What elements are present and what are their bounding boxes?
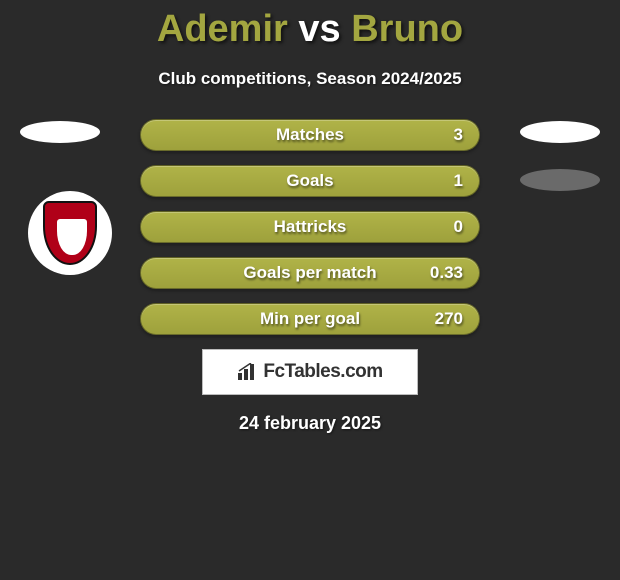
date: 24 february 2025 [0,413,620,434]
player1-slot-oval [20,121,100,143]
stat-value: 3 [454,125,463,145]
club-crest [28,191,112,275]
stat-bars: Matches 3 Goals 1 Hattricks 0 Goals per … [140,119,480,335]
stat-label: Goals [286,171,333,191]
stats-area: Matches 3 Goals 1 Hattricks 0 Goals per … [0,119,620,335]
stat-bar-hattricks: Hattricks 0 [140,211,480,243]
stat-label: Min per goal [260,309,360,329]
stat-bar-goals-per-match: Goals per match 0.33 [140,257,480,289]
player2-slot-oval-2 [520,169,600,191]
vs-label: vs [298,8,340,50]
crest-circle [28,191,112,275]
stat-label: Hattricks [274,217,347,237]
stat-label: Goals per match [243,263,376,283]
stat-label: Matches [276,125,344,145]
brand-box[interactable]: FcTables.com [202,349,418,395]
stat-bar-matches: Matches 3 [140,119,480,151]
stat-bar-min-per-goal: Min per goal 270 [140,303,480,335]
stat-value: 1 [454,171,463,191]
player2-slot-oval-1 [520,121,600,143]
comparison-title: Ademir vs Bruno [0,0,620,51]
brand-text: FcTables.com [263,361,382,383]
player1-name: Ademir [157,8,288,50]
stat-value: 0 [454,217,463,237]
stat-value: 0.33 [430,263,463,283]
shield-icon [43,201,97,265]
bar-chart-icon [237,363,257,381]
shield-inner [57,219,87,255]
stat-value: 270 [435,309,463,329]
stat-bar-goals: Goals 1 [140,165,480,197]
player2-name: Bruno [351,8,463,50]
subtitle: Club competitions, Season 2024/2025 [0,69,620,89]
